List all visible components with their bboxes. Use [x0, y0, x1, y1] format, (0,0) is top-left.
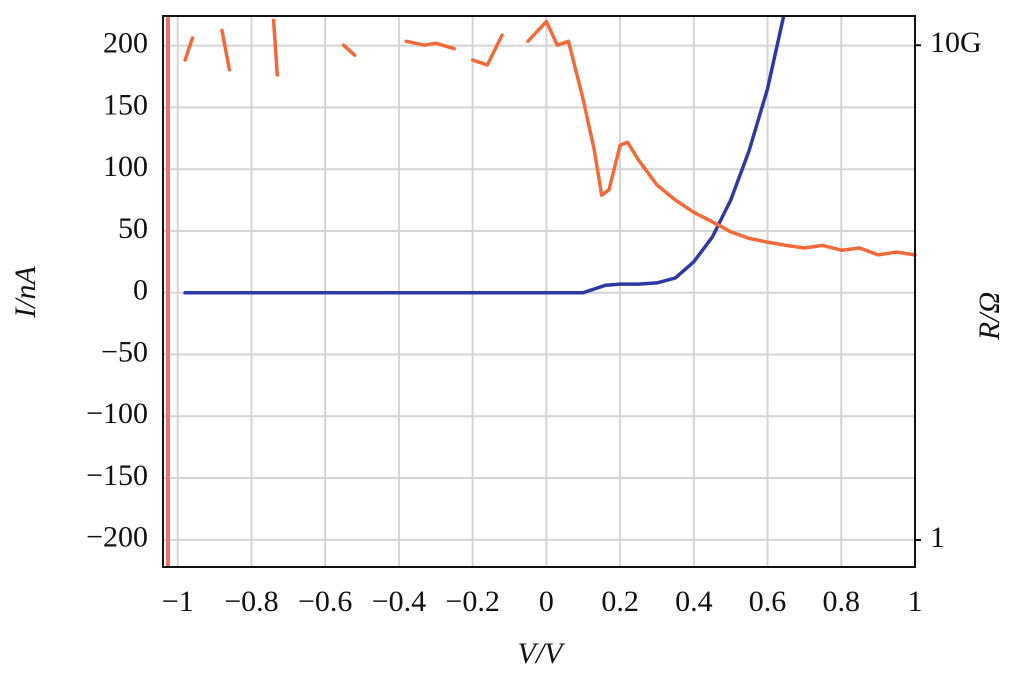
y2-axis-label: R/Ω — [973, 292, 1006, 341]
x-axis-label: V/V — [518, 637, 567, 670]
y-tick-label: −50 — [101, 335, 148, 368]
plot-border — [162, 15, 916, 568]
y-tick-label: 100 — [103, 150, 148, 183]
x-tick-label: 0.8 — [823, 585, 861, 618]
y-tick-label: 150 — [103, 88, 148, 121]
x-tick-label: −0.2 — [445, 585, 499, 618]
x-tick-label: 0 — [539, 585, 554, 618]
x-tick-label: 0.4 — [675, 585, 713, 618]
y-tick-label: −150 — [86, 459, 148, 492]
lines — [183, 15, 917, 295]
y-axis-label: I/nA — [9, 266, 42, 319]
x-tick-label: 0.6 — [749, 585, 787, 618]
x-tick-label: −1 — [162, 585, 194, 618]
data-line — [183, 18, 917, 257]
y-tick-label: 0 — [133, 274, 148, 307]
data-line — [183, 15, 786, 295]
y-tick-label: 50 — [118, 212, 148, 245]
x-tick-label: −0.8 — [224, 585, 278, 618]
y-tick-label: −100 — [86, 397, 148, 430]
y-tick-label: −200 — [86, 521, 148, 554]
y2-tick-label: 1 — [930, 521, 945, 554]
x-tick-label: −0.4 — [372, 585, 426, 618]
y-tick-label: 200 — [103, 27, 148, 60]
x-tick-label: −0.6 — [298, 585, 352, 618]
y2-tick-label: 10G — [930, 26, 982, 59]
x-tick-label: 0.2 — [601, 585, 639, 618]
x-tick-label: 1 — [908, 585, 923, 618]
